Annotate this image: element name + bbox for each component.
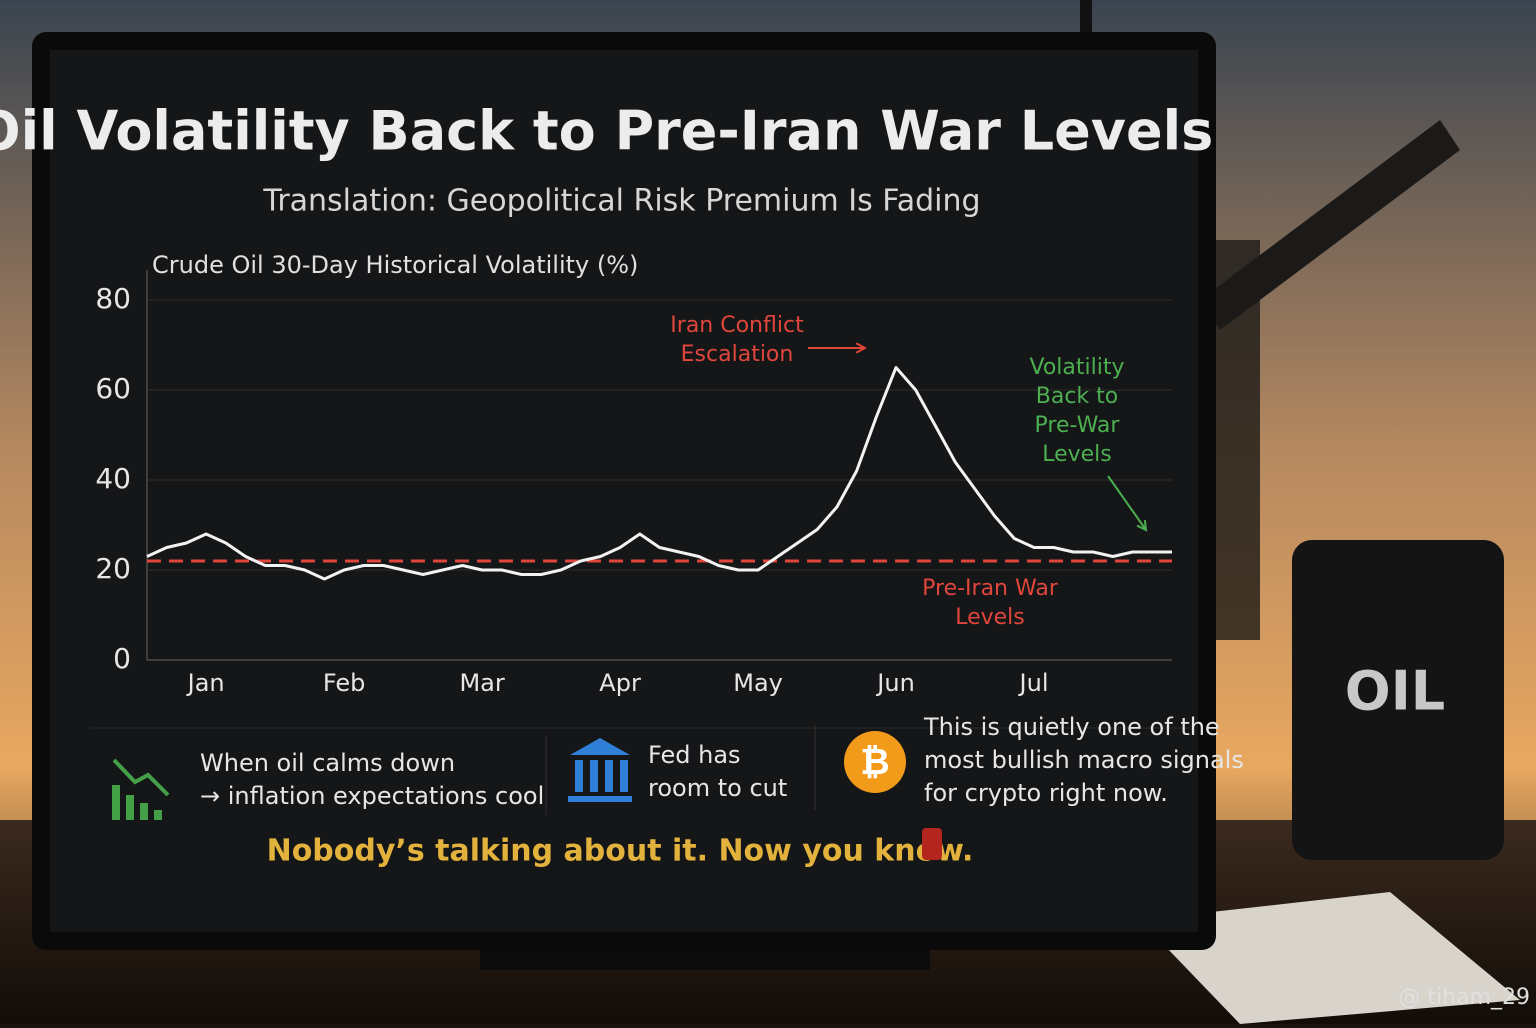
- y-tick-label: 60: [95, 372, 131, 405]
- x-tick-label: Apr: [599, 669, 641, 697]
- annotation-arrowhead: [855, 342, 868, 354]
- barrel-emoji: [922, 828, 942, 860]
- chart-title: Oil Volatility Back to Pre-Iran War Leve…: [0, 100, 1213, 163]
- pumpjack-beam: [1200, 120, 1460, 330]
- annotation: Escalation: [681, 342, 794, 367]
- chart-down-icon: [112, 758, 170, 820]
- axis-title: Crude Oil 30-Day Historical Volatility (…: [152, 251, 638, 279]
- insight-text: for crypto right now.: [924, 779, 1168, 807]
- y-tick-label: 20: [95, 552, 131, 585]
- barrel-label: OIL: [1345, 660, 1445, 723]
- insight-text: When oil calms down: [200, 749, 455, 777]
- notebook: [1140, 892, 1520, 1024]
- chart-subtitle: Translation: Geopolitical Risk Premium I…: [262, 184, 980, 219]
- insight-text: most bullish macro signals: [924, 746, 1244, 774]
- x-tick-label: May: [733, 669, 783, 697]
- annotation-arrow: [1107, 475, 1147, 531]
- annotation: Iran Conflict: [670, 313, 804, 338]
- reference-label: Levels: [955, 605, 1025, 630]
- annotation: Back to: [1036, 384, 1119, 409]
- volatility-line: [146, 366, 1172, 581]
- insight-text: room to cut: [648, 774, 787, 802]
- bitcoin-icon: ₿: [844, 731, 906, 793]
- y-tick-label: 0: [113, 642, 131, 675]
- x-tick-label: Jan: [186, 669, 225, 697]
- insight-text: → inflation expectations cool: [200, 782, 544, 810]
- footer: Nobody’s talking about it. Now you know.: [267, 834, 974, 869]
- y-tick-label: 40: [95, 462, 131, 495]
- insight-text: This is quietly one of the: [923, 713, 1220, 741]
- annotation: Volatility: [1029, 355, 1124, 380]
- oil-barrel: [1292, 540, 1504, 860]
- x-tick-label: Feb: [323, 669, 366, 697]
- annotation-arrowhead: [1136, 519, 1148, 532]
- watermark: @ tiham_29: [1398, 985, 1530, 1010]
- x-tick-label: Mar: [459, 669, 504, 697]
- reference-label: Pre-Iran War: [922, 576, 1059, 601]
- x-tick-label: Jul: [1018, 669, 1049, 697]
- y-tick-label: 80: [95, 282, 131, 315]
- svg-text:₿: ₿: [860, 742, 889, 783]
- annotation: Pre-War: [1035, 413, 1121, 438]
- bank-icon: [568, 738, 632, 802]
- x-tick-label: Jun: [875, 669, 915, 697]
- insight-text: Fed has: [648, 741, 741, 769]
- annotation: Levels: [1042, 442, 1112, 467]
